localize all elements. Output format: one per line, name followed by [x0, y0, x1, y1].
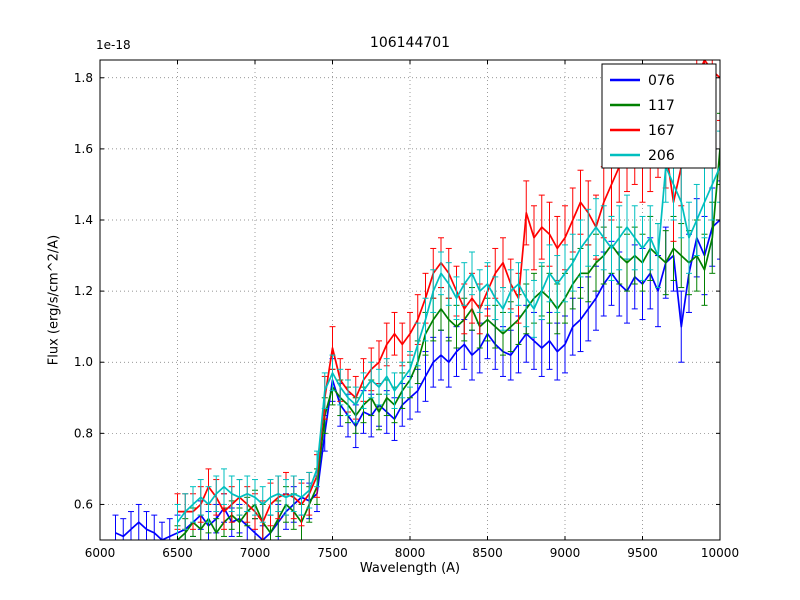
- legend-label-206: 206: [648, 148, 675, 164]
- y-axis-offset-label: 1e-18: [96, 38, 131, 52]
- y-tick-label: 1.2: [74, 284, 93, 298]
- chart-title: 106144701: [369, 35, 451, 51]
- x-tick-label: 6000: [85, 546, 116, 560]
- ticks: [99, 60, 721, 540]
- y-tick-label: 1.8: [74, 71, 93, 85]
- y-tick-label: 0.6: [74, 497, 93, 511]
- x-tick-label: 8000: [395, 546, 426, 560]
- x-tick-label: 6500: [162, 546, 193, 560]
- series-line-206: [176, 165, 720, 523]
- x-tick-label: 7000: [240, 546, 271, 560]
- series-206: [174, 130, 720, 540]
- y-tick-label: 1.4: [74, 213, 93, 227]
- legend-label-117: 117: [648, 98, 675, 114]
- x-tick-label: 7500: [317, 546, 348, 560]
- x-tick-label: 10000: [701, 546, 739, 560]
- x-tick-label: 9000: [550, 546, 581, 560]
- y-axis-label: Flux (erg/s/cm^2/A): [46, 234, 62, 366]
- series-line-117: [176, 148, 720, 540]
- y-tick-label: 0.8: [74, 426, 93, 440]
- legend-label-167: 167: [648, 123, 675, 139]
- legend: 076 117 167 206: [601, 63, 717, 169]
- series-117: [174, 112, 720, 540]
- x-tick-label: 8500: [472, 546, 503, 560]
- y-tick-label: 1.6: [74, 142, 93, 156]
- x-tick-label: 9500: [627, 546, 658, 560]
- legend-label-076: 076: [648, 73, 675, 89]
- x-axis-label: Wavelength (A): [359, 561, 461, 576]
- legend-box: [601, 63, 717, 169]
- y-tick-label: 1.0: [74, 355, 93, 369]
